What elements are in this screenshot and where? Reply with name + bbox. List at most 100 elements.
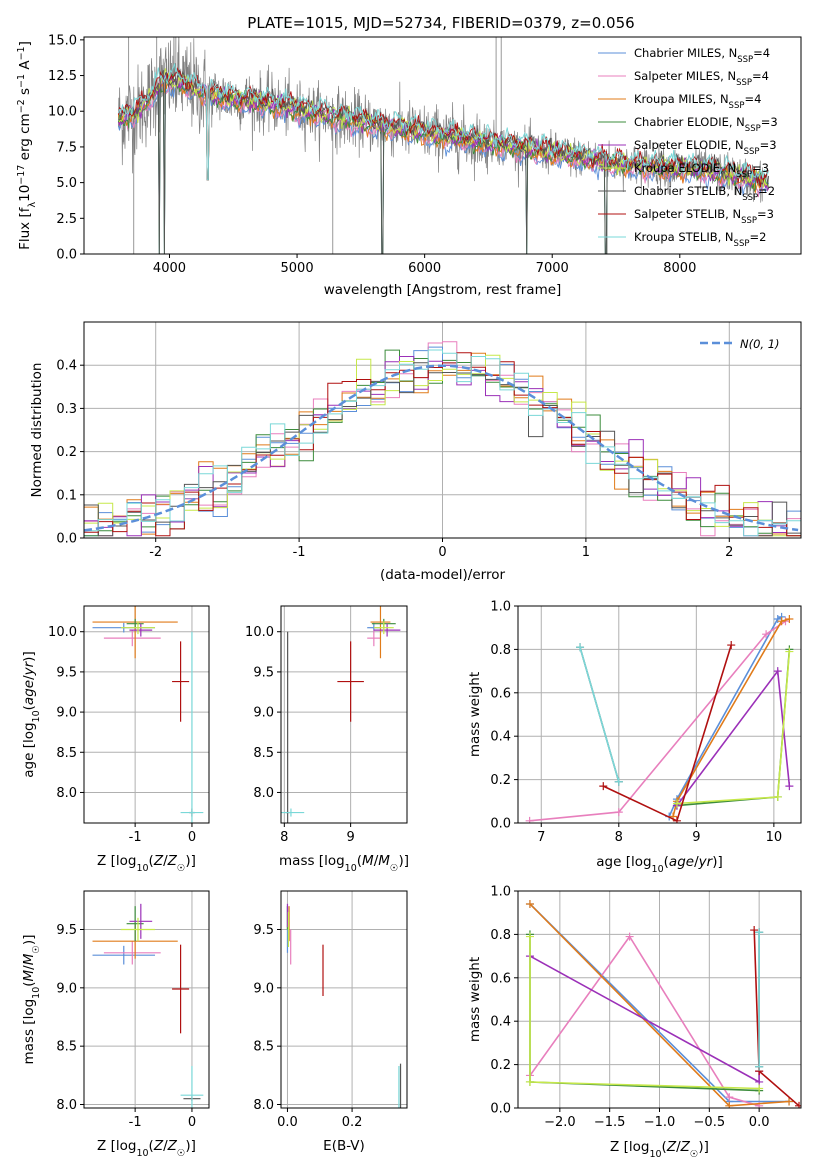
label-part: )]: [712, 854, 723, 870]
y-tick-label: 0.0: [490, 817, 511, 832]
ticks: 0.0 0.2 8.0 8.5 9.0 9.5: [253, 923, 362, 1130]
label-part: )]: [21, 651, 37, 662]
y-tick-label: 9.0: [253, 706, 274, 721]
errorbar-salpeter-stelib: [172, 944, 190, 1034]
y-axis-label: mass weight: [467, 672, 483, 757]
series-marker: [777, 617, 786, 626]
x-axis-label: Z [log10(Z/Z☉)]: [97, 853, 196, 874]
ticks: -1 0 8.0 8.5 9.0 9.5 10.0: [48, 625, 196, 845]
y-tick-label: 1.0: [490, 885, 511, 900]
series-line: [529, 935, 760, 1107]
plot-area: [92, 903, 204, 1108]
legend-tail: =3: [752, 161, 769, 175]
label-part: (: [21, 981, 37, 986]
x-tick-label: 8: [615, 830, 623, 845]
series-marker: [785, 615, 794, 624]
label-part: age: [669, 854, 694, 870]
label-part: Z [log: [97, 853, 136, 869]
label-part: yr: [21, 660, 37, 676]
legend-sub: SSP: [729, 101, 745, 111]
series-marker: [755, 928, 764, 937]
legend-main: Chabrier STELIB, N: [634, 184, 742, 198]
y-tick-label: 0.0: [490, 1102, 511, 1117]
series-marker: [614, 808, 623, 817]
y-tick-label: 15.0: [48, 33, 77, 48]
y-tick-label: 0.3: [56, 402, 77, 417]
label-part: 10: [649, 1149, 661, 1160]
plot-area: [117, 37, 770, 254]
legend-tail: =2: [758, 184, 775, 198]
label-part: s: [17, 88, 33, 99]
label-part: 10: [17, 185, 33, 202]
x-axis-label: mass [log10(M/M☉)]: [279, 853, 409, 874]
series-line: [529, 934, 760, 1092]
legend-main: Salpeter STELIB, N: [634, 207, 741, 221]
label-part: 10: [136, 863, 148, 874]
label-part: 10: [31, 710, 42, 722]
y-tick-label: 9.5: [56, 923, 77, 938]
label-part: erg cm: [17, 113, 33, 164]
legend-main: Kroupa ELODIE, N: [634, 161, 736, 175]
y-tick-label: 0.2: [490, 773, 511, 788]
x-tick-label: 0: [438, 545, 446, 560]
axes-frame: [83, 36, 802, 255]
panel-mass-vs-Z: -1 08.08.59.09.5Z [log10(Z/Z☉)]mass [log1…: [21, 890, 210, 1159]
y-tick-label: 8.0: [56, 786, 77, 801]
series-marker: [614, 777, 623, 786]
label-part: ☉: [177, 863, 186, 874]
x-tick-label: 7000: [536, 261, 569, 276]
x-tick-label: 10: [766, 830, 783, 845]
plot-area: [525, 612, 794, 823]
series-marker: [727, 641, 736, 650]
legend-sub: SSP: [737, 55, 753, 65]
axes-frame: [517, 605, 802, 824]
x-axis-label: Z [log10(Z/Z☉)]: [610, 1139, 709, 1160]
y-axis-label: Normed distribution: [29, 363, 45, 498]
label-part: /: [374, 853, 379, 869]
histogram-chabrier-miles: [84, 346, 801, 537]
label-part: Z: [167, 1138, 178, 1154]
x-tick-label: 0.0: [277, 1115, 298, 1130]
y-tick-label: 0.6: [490, 686, 511, 701]
series-marker: [599, 782, 608, 791]
series-line: [602, 644, 732, 822]
x-tick-label: -1: [293, 545, 306, 560]
x-tick-label: 9: [346, 830, 354, 845]
legend-sub: SSP: [745, 124, 761, 134]
label-part: Z: [153, 1138, 164, 1154]
series-marker: [525, 932, 534, 941]
series-marker: [525, 816, 534, 823]
label-part: mass [log: [279, 853, 345, 869]
errorbar-kroupa-elodie: [120, 621, 156, 635]
label-part: M: [362, 853, 374, 869]
errorbar-kroupa-elodie: [120, 917, 156, 942]
panel-mass-weight-vs-Z: −2.0 −1.5 −1.0 −0.5 0.0 0.0 0.2 0.4 0.6 0.8 1.0 Z […: [467, 885, 802, 1160]
y-tick-label: 7.5: [56, 140, 77, 155]
y-tick-label: 1.0: [490, 600, 511, 615]
series-kroupa-miles: [525, 900, 794, 1108]
legend-sub: SSP: [741, 216, 757, 226]
series-marker: [750, 926, 759, 935]
axes-frame: [83, 321, 802, 539]
y-tick-label: 0.0: [56, 532, 77, 547]
axes-frame: [280, 890, 408, 1109]
grid: [84, 891, 209, 1108]
legend-tail: =3: [761, 115, 778, 129]
legend-sub: SSP: [736, 170, 752, 180]
series-marker: [725, 1101, 734, 1108]
y-tick-label: 0.4: [490, 730, 511, 745]
errorbar-kroupa-elodie: [373, 621, 394, 635]
label-part: Z: [153, 853, 164, 869]
series-marker: [672, 816, 681, 823]
series-marker: [773, 792, 782, 801]
y-axis-label: mass [log10(M/M☉)]: [21, 935, 42, 1065]
errorbar-salpeter-miles: [367, 630, 381, 647]
series-kroupa-stelib: [755, 928, 764, 1071]
ticks: -1 0 8.0 8.5 9.0 9.5: [56, 923, 196, 1130]
plot-area: [525, 900, 801, 1108]
y-tick-label: 0.4: [56, 359, 77, 374]
errorbar-salpeter-stelib: [337, 641, 364, 722]
y-tick-label: 8.5: [253, 1040, 274, 1055]
label-part: (: [664, 854, 669, 870]
y-tick-label: 10.0: [48, 105, 77, 120]
